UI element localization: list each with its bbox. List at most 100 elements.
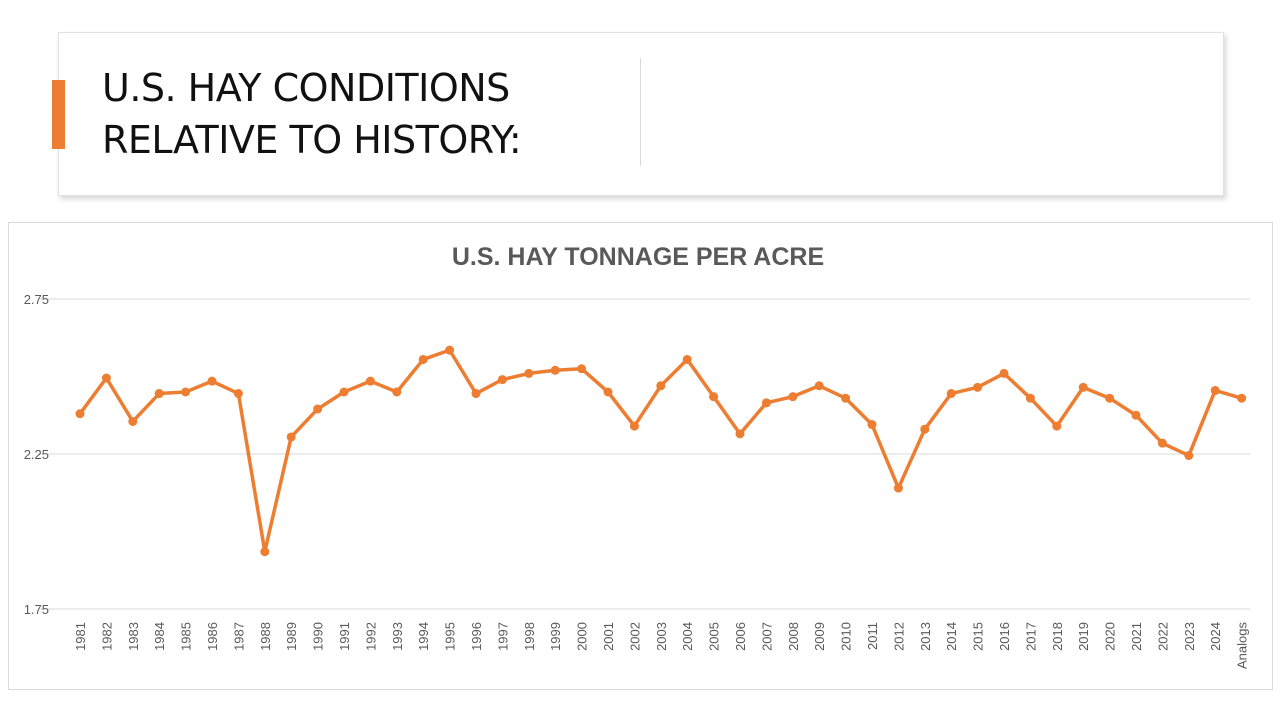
y-tick-label: 2.75 [24,292,49,307]
x-tick-label: 2010 [839,622,854,651]
x-tick-label: 2022 [1155,622,1170,651]
series [75,345,1247,557]
x-tick-label: 2021 [1129,622,1144,651]
y-tick-label: 2.25 [24,447,49,462]
x-tick-label: 2023 [1182,622,1197,651]
x-tick-label: 1998 [522,622,537,651]
data-point [550,365,560,375]
title-card [58,32,1224,196]
data-point [313,404,323,414]
data-point [75,409,85,419]
x-tick-label: 2007 [759,622,774,651]
data-point [418,354,428,364]
data-point [1052,421,1062,431]
x-tick-label: 2016 [997,622,1012,651]
data-point [392,387,402,397]
data-point [920,424,930,434]
y-axis: 1.75 2.25 2.75 [24,292,49,617]
x-tick-label: 2015 [971,622,986,651]
x-tick-label: 1984 [152,622,167,651]
data-point [682,354,692,364]
x-tick-label: 1999 [548,622,563,651]
data-point [629,421,639,431]
gridlines [38,298,1250,610]
data-point [656,381,666,391]
data-point [101,373,111,383]
data-point [735,429,745,439]
x-tick-label: 1987 [231,622,246,651]
data-point [1184,451,1194,461]
data-point [577,364,587,374]
data-point [233,389,243,399]
data-point [260,547,270,557]
chart-title: U.S. HAY TONNAGE PER ACRE [452,243,824,271]
x-tick-label: Analogs [1235,622,1250,669]
x-axis: 1981 1982 1983 1984 1985 1986 1987 1988 1989 1990… [73,622,1250,669]
data-point [1157,438,1167,448]
data-point [709,392,719,402]
x-tick-label: 1985 [179,622,194,651]
x-tick-label: 2012 [891,622,906,651]
x-tick-label: 1990 [311,622,326,651]
data-point [181,387,191,397]
data-point [946,389,956,399]
data-point [788,392,798,402]
x-tick-label: 2004 [680,622,695,651]
x-tick-label: 2006 [733,622,748,651]
x-tick-label: 2000 [575,622,590,651]
x-tick-label: 1995 [443,622,458,651]
data-point [1210,385,1220,395]
data-point [867,420,877,430]
title-accent-bar [52,80,65,149]
data-point [973,382,983,392]
x-tick-label: 2011 [865,622,880,650]
data-point [497,375,507,385]
data-point [1105,393,1115,403]
data-point [128,416,138,426]
data-point [603,387,613,397]
x-tick-label: 1989 [284,622,299,651]
data-point [524,368,534,378]
x-tick-label: 2017 [1023,622,1038,651]
chart-frame [8,222,1273,690]
title-divider [640,58,641,166]
x-tick-label: 1986 [205,622,220,651]
x-tick-label: 2024 [1208,622,1223,651]
data-point [761,398,771,408]
x-tick-label: 1982 [99,622,114,651]
x-tick-label: 1996 [469,622,484,651]
x-tick-label: 1991 [337,622,352,651]
x-tick-label: 1981 [73,622,88,651]
x-tick-label: 2018 [1050,622,1065,651]
x-tick-label: 2005 [707,622,722,651]
data-point [445,345,455,355]
data-point [1025,393,1035,403]
slide-title: U.S. HAY CONDITIONS RELATIVE TO HISTORY: [102,66,522,162]
x-tick-label: 2014 [944,622,959,651]
data-point [1078,382,1088,392]
data-point [999,368,1009,378]
x-tick-label: 2002 [627,622,642,651]
x-tick-label: 2019 [1076,622,1091,651]
x-tick-label: 1992 [363,622,378,651]
series-line [78,348,1243,554]
x-tick-label: 1983 [126,622,141,651]
data-point [339,387,349,397]
x-tick-label: 2020 [1103,622,1118,651]
data-point [1237,393,1247,403]
data-point [365,376,375,386]
data-point [1131,410,1141,420]
x-tick-label: 2009 [812,622,827,651]
x-tick-label: 2001 [601,622,616,651]
x-tick-label: 1997 [495,622,510,651]
data-point [814,381,824,391]
data-point [154,389,164,399]
data-point [207,376,217,386]
data-point [471,389,481,399]
x-tick-label: 2008 [786,622,801,651]
data-point [286,432,296,442]
x-tick-label: 2003 [654,622,669,651]
x-tick-label: 1988 [258,622,273,651]
x-tick-label: 1994 [416,622,431,651]
